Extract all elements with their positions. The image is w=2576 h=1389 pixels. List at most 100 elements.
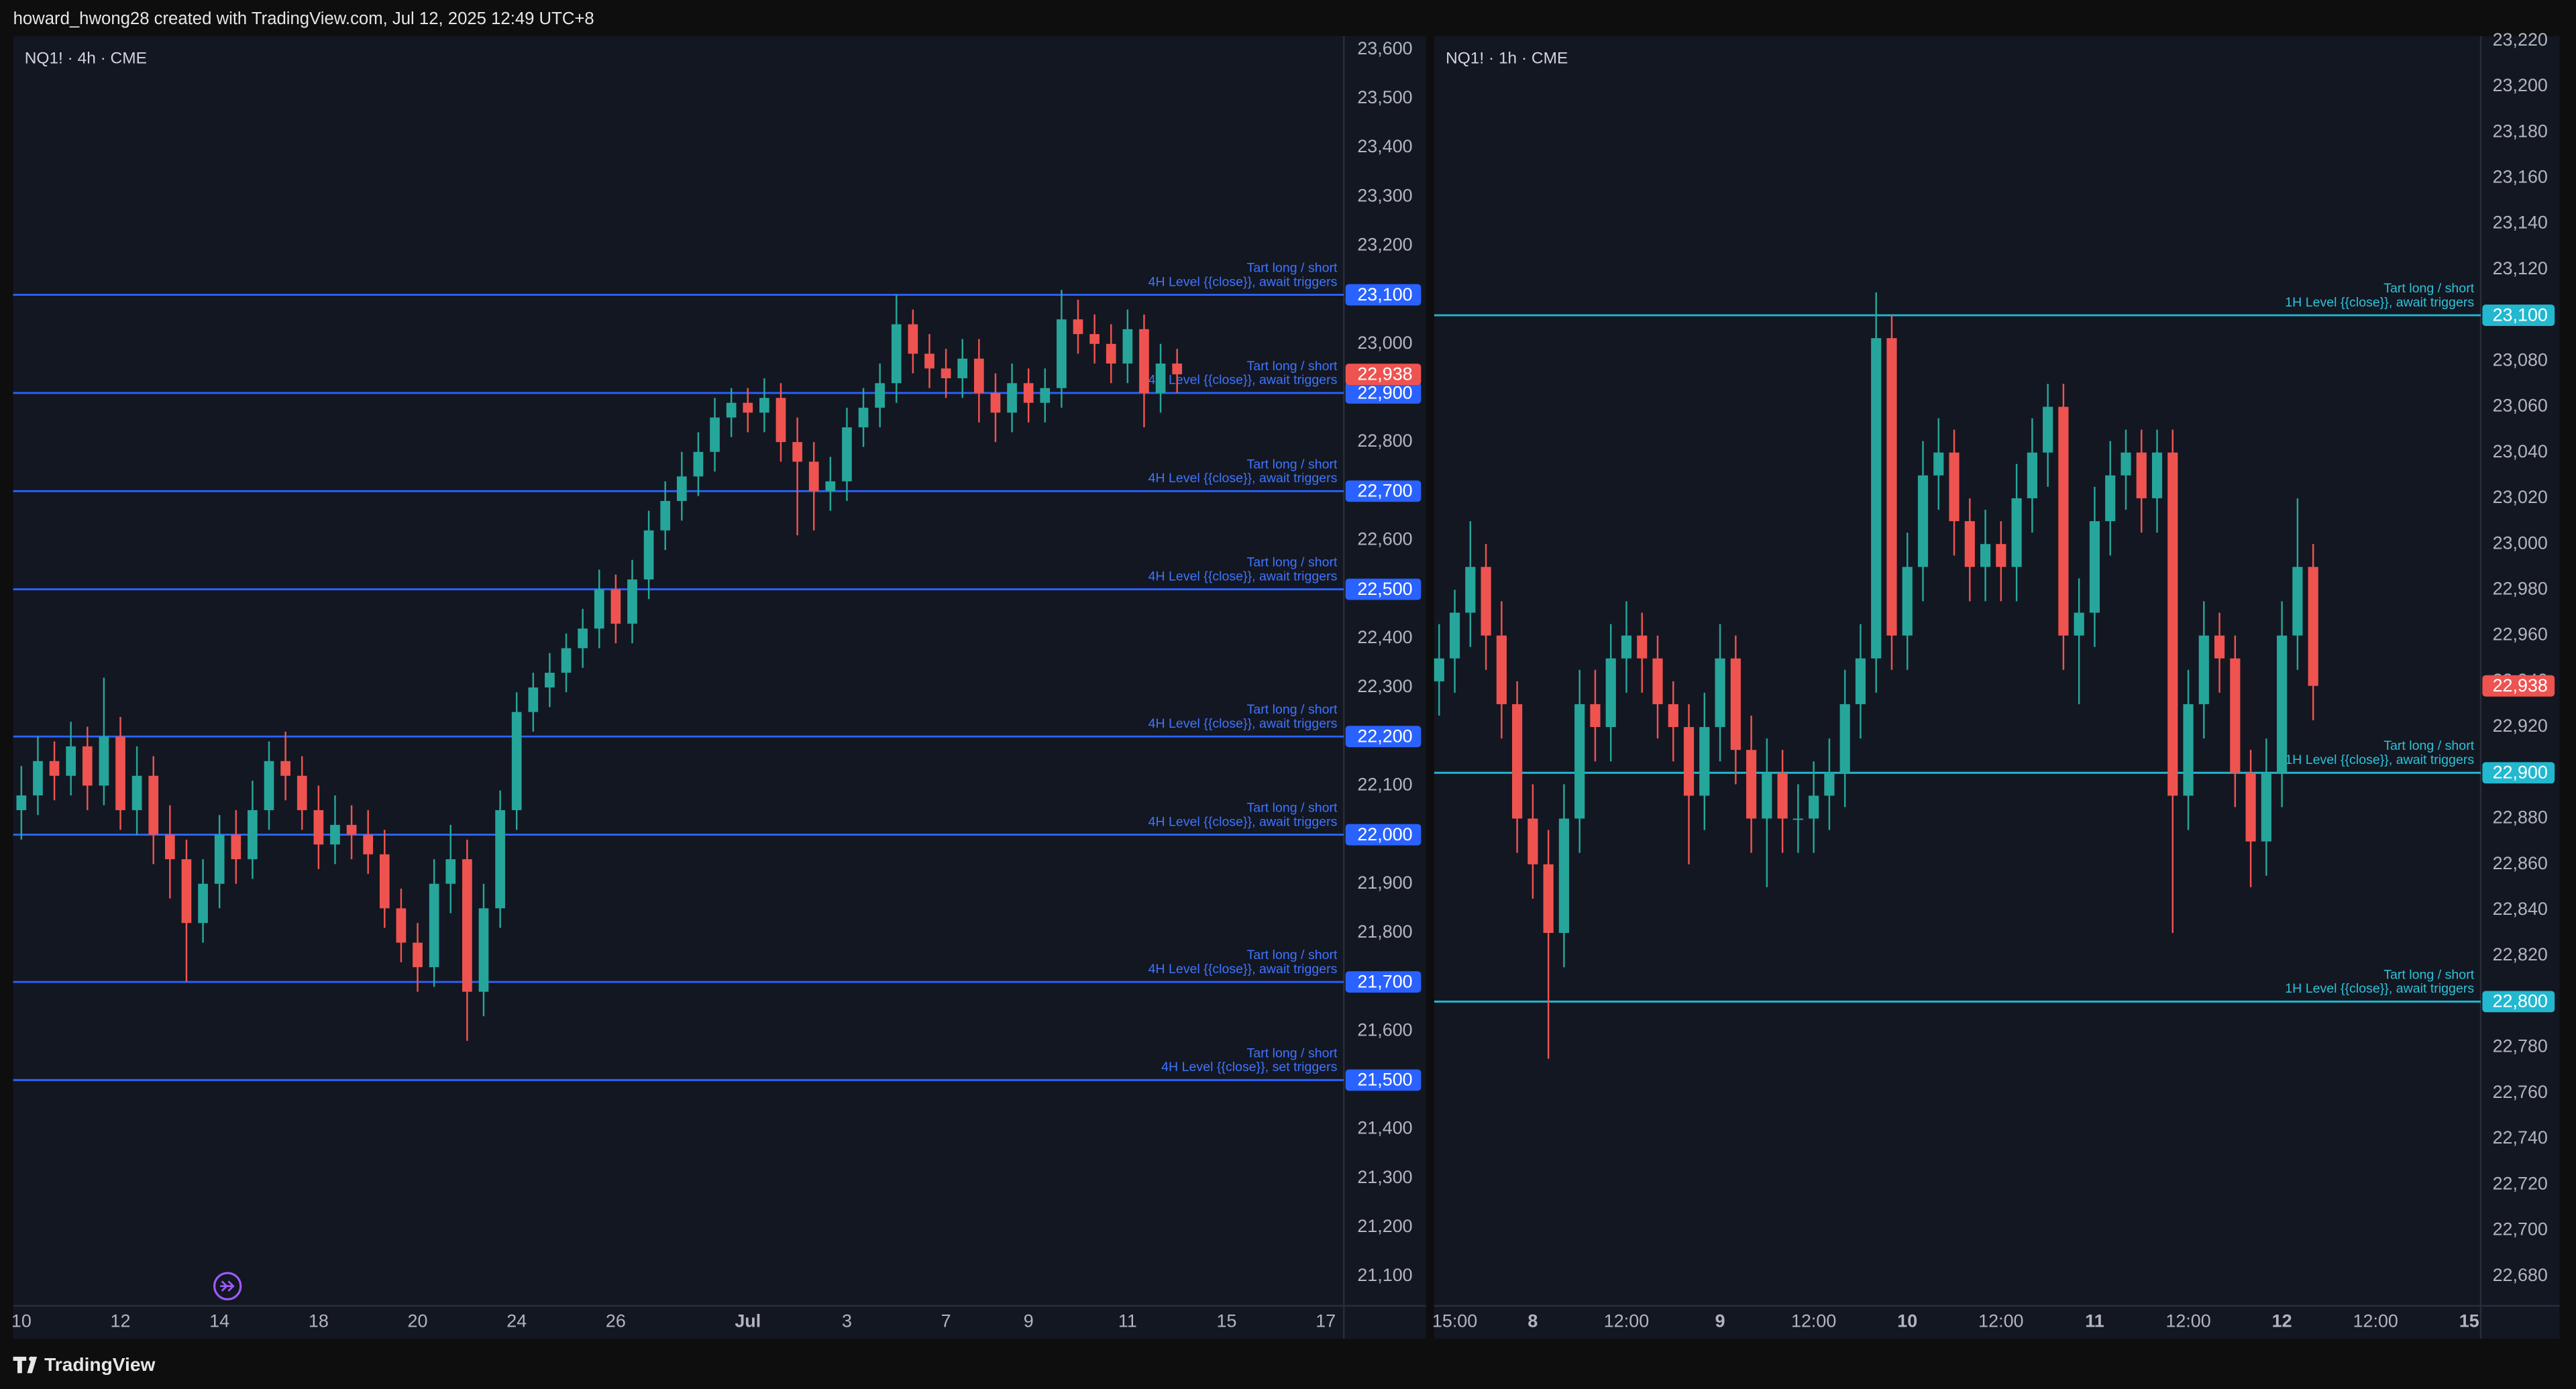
candle-body (1122, 329, 1133, 364)
header-text: howard_hwong28 created with TradingView.… (13, 9, 594, 28)
candle-body (16, 795, 27, 810)
y-tick-label: 23,600 (1357, 38, 1412, 58)
chart-pane: NQ1! · 4h · CME 21,100 21,200 21,300 21,400 2… (11, 36, 1426, 1339)
y-tick-label: 23,140 (2493, 213, 2548, 233)
y-tick-label: 22,720 (2493, 1173, 2548, 1193)
candle-body (743, 402, 753, 413)
level-note: Tart long / short (1247, 801, 1338, 816)
level-note: Tart long / short (2383, 967, 2474, 982)
candle-body (181, 859, 192, 924)
level-note: 4H Level {{close}}, await triggers (1148, 373, 1338, 388)
y-tick-label: 23,200 (1357, 235, 1412, 255)
candle-body (2183, 704, 2194, 796)
y-tick-label: 23,080 (2493, 349, 2548, 370)
x-tick-label: 15 (2459, 1311, 2479, 1331)
x-tick-label: 26 (606, 1311, 626, 1331)
candle-body (495, 810, 505, 909)
candle-body (1155, 364, 1166, 393)
candle-body (2089, 521, 2100, 613)
candle-body (1527, 818, 1538, 865)
x-tick-label: Jul (735, 1311, 761, 1331)
candle-body (1089, 334, 1099, 344)
candle-body (280, 761, 290, 776)
candle-body (759, 398, 769, 413)
candle-body (131, 775, 142, 810)
candle-body (1964, 521, 1975, 567)
y-tick-label: 22,980 (2493, 579, 2548, 599)
y-tick-label: 21,400 (1357, 1118, 1412, 1138)
y-tick-label: 22,860 (2493, 853, 2548, 873)
y-tick-label: 22,820 (2493, 944, 2548, 964)
y-tick-label: 22,300 (1357, 676, 1412, 696)
candle-body (842, 427, 852, 482)
level-price-label: 23,100 (2493, 304, 2548, 325)
candle-body (2261, 773, 2271, 842)
x-tick-label: 14 (209, 1311, 229, 1331)
x-tick-label: 12:00 (2353, 1311, 2398, 1331)
candle-body (545, 673, 555, 687)
candle-body (2277, 635, 2288, 773)
candle-body (726, 402, 737, 418)
last-price-tag (1345, 364, 1421, 386)
candle-body (1637, 635, 1648, 659)
candle-body (115, 736, 125, 810)
level-price-tag (1345, 971, 1421, 993)
candle-body (1824, 773, 1835, 796)
level-price-tag (2482, 991, 2555, 1013)
y-tick-label: 22,700 (2493, 1219, 2548, 1239)
level-price-tag (1345, 824, 1421, 846)
candle-body (2058, 406, 2069, 636)
candle-body (858, 407, 869, 428)
candle-body (1980, 544, 1991, 567)
candle-body (1073, 319, 1083, 335)
y-tick-label: 22,840 (2493, 899, 2548, 919)
x-tick-label: 15 (1217, 1311, 1237, 1331)
candle-body (1040, 388, 1051, 403)
candle-body (1057, 319, 1067, 388)
candle-body (2043, 406, 2053, 453)
candle-body (908, 324, 918, 354)
candle-body (2198, 635, 2209, 704)
level-price-tag (2482, 762, 2555, 784)
candle-body (2230, 658, 2241, 773)
level-note: Tart long / short (1247, 457, 1338, 471)
events-icon (213, 1272, 242, 1300)
last-price-tag (2482, 675, 2555, 697)
candle-body (891, 324, 902, 384)
events-icon-arrow (220, 1280, 235, 1292)
candle-body (346, 824, 357, 835)
candle-body (313, 810, 324, 845)
candle-body (2167, 452, 2178, 796)
chart-title: NQ1! · 4h · CME (25, 50, 147, 68)
candle-body (1543, 864, 1554, 934)
y-tick-label: 23,000 (2493, 533, 2548, 553)
candle-body (974, 358, 984, 393)
level-note: 4H Level {{close}}, await triggers (1148, 569, 1338, 584)
candle-body (627, 579, 637, 624)
candle-body (165, 834, 175, 860)
candle-body (924, 353, 934, 369)
level-note: Tart long / short (1247, 359, 1338, 374)
candle-body (528, 687, 539, 712)
candle-body (941, 368, 951, 378)
y-tick-label: 23,160 (2493, 167, 2548, 187)
x-tick-label: 8 (1527, 1311, 1538, 1331)
y-tick-label: 23,120 (2493, 258, 2548, 278)
y-tick-label: 22,740 (2493, 1127, 2548, 1148)
y-tick-label: 22,400 (1357, 627, 1412, 647)
x-tick-label: 10 (1897, 1311, 1917, 1331)
candle-body (1481, 567, 1491, 636)
y-tick-label: 21,800 (1357, 922, 1412, 942)
level-price-label: 22,000 (1357, 824, 1412, 844)
level-price-label: 23,100 (1357, 284, 1412, 304)
candle-body (231, 834, 241, 860)
level-price-label: 22,800 (2493, 991, 2548, 1011)
candle-body (248, 810, 258, 860)
brand-logo (13, 1356, 38, 1374)
candle-body (1139, 329, 1149, 393)
candle-body (990, 392, 1001, 413)
candle-body (511, 712, 522, 810)
candle-body (1605, 658, 1616, 728)
